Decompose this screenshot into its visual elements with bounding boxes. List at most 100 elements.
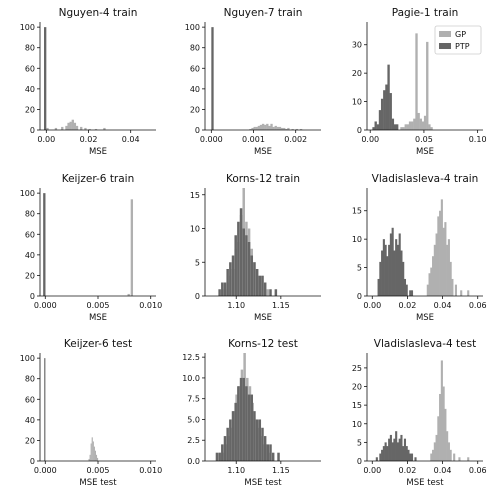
y-tick-label: 12.5 [182,353,200,362]
bar-ptp-16 [405,284,408,296]
bar-ptp-11 [396,442,399,461]
x-tick-label: 0.000 [34,301,57,310]
bar-gp-10 [421,121,425,130]
legend-swatch-gp [439,31,451,37]
bar-gp-13 [458,457,461,461]
bar-ptp-19 [410,453,414,461]
y-tick-label: 100 [20,23,35,32]
bar-gp-12 [274,125,277,130]
bar-gp-14 [467,457,470,461]
bar-gp-3 [91,437,93,461]
bar-ptp-0 [375,457,378,461]
bar-ptp-3 [382,239,385,296]
x-axis-label: MSE [416,147,434,157]
bar-ptp-17 [261,427,264,461]
x-tick-label: 0.04 [434,466,452,475]
bar-ptp-19 [274,289,278,296]
bar-gp-20 [295,128,299,130]
y-tick-label: 60 [190,64,200,73]
y-tick-label: 20 [352,69,362,78]
bar-gp-2 [61,126,64,130]
y-tick-label: 5 [195,258,200,267]
y-tick-label: 80 [25,44,35,53]
y-tick-label: 0 [357,126,362,135]
bar-gp-4 [433,244,436,296]
bar-gp-13 [428,124,431,130]
bar-ptp-4 [229,262,232,296]
bar-ptp-10 [395,431,398,461]
legend-label-ptp: PTP [455,42,470,51]
bar-ptp-3 [382,446,385,461]
bar-ptp-10 [242,377,245,461]
bar-ptp-0 [211,27,214,130]
bar-gp-9 [268,125,271,130]
bar-gp-1 [251,127,254,130]
bar-ptp-15 [258,275,262,296]
y-tick-label: 0 [30,457,35,466]
y-tick-label: 20 [352,383,362,392]
y-tick-label: 60 [25,64,35,73]
bar-ptp-10 [393,124,397,130]
y-tick-label: 80 [190,44,200,53]
bar-ptp-0 [372,127,375,130]
bar-ptp-14 [402,261,405,296]
bar-gp-0 [400,127,403,130]
bar-ptp-15 [403,438,407,461]
x-tick-label: 1.15 [272,466,290,475]
panel-3: 0 10 20 30 0.00 0.05 0.10 Pagie-1 train MSE GP PTP [352,7,487,157]
bar-gp-9 [446,431,449,461]
bar-ptp-5 [229,419,232,461]
bar-ptp-20 [269,444,272,461]
y-tick-label: 0 [30,126,35,135]
bar-gp-0 [46,127,49,130]
bar-gp-3 [65,125,68,130]
bar-ptp-6 [388,244,391,296]
bar-gp-9 [80,126,83,130]
panel-title: Keijzer-6 train [62,173,135,185]
x-tick-label: 0.05 [415,135,433,144]
bar-ptp-8 [391,227,394,296]
bar-gp-2 [404,124,407,130]
panel-title: Korns-12 test [228,338,298,350]
bar-ptp-8 [389,93,392,130]
bar-ptp-5 [231,255,235,296]
bar-ptp-2 [381,250,384,296]
x-tick-label: 0.010 [139,466,162,475]
y-tick-label: 40 [190,85,200,94]
bar-gp-3 [435,434,438,461]
x-tick-label: 0.02 [399,466,417,475]
bar-ptp-17 [407,449,410,461]
y-tick-label: 100 [185,23,200,32]
bar-ptp-5 [386,256,389,296]
bar-gp-8 [417,112,420,130]
bar-ptp-4 [380,98,384,130]
bar-ptp-21 [271,452,275,461]
bar-ptp-11 [245,386,248,461]
y-tick-label: 15 [352,401,362,410]
x-tick-label: 0.005 [87,301,110,310]
y-tick-label: 0 [195,292,200,301]
bar-gp-12 [94,128,98,130]
bar-gp-1 [402,127,405,130]
panel-5: 0 5 10 15 1.10 1.15 Korns-12 train MSE [190,173,321,323]
bar-ptp-13 [400,434,403,461]
bar-gp-8 [266,123,269,130]
y-tick-label: 60 [25,395,35,404]
bar-gp-3 [255,126,258,130]
bar-gp-1 [89,454,91,461]
bar-ptp-6 [388,438,391,461]
y-tick-label: 20 [25,271,35,280]
bar-ptp-7 [387,64,390,130]
bar-ptp-10 [395,239,398,296]
bar-ptp-12 [250,255,254,296]
y-tick-label: 100 [20,189,35,198]
y-tick-label: 0.0 [187,457,200,466]
bar-gp-8 [440,199,443,296]
bar-ptp-1 [379,453,382,461]
bar-gp-15 [280,127,284,130]
bar-ptp-14 [253,411,256,461]
bar-gp-7 [439,210,442,296]
bar-ptp-5 [386,446,389,461]
bar-ptp-8 [391,442,394,461]
x-tick-label: 0.000 [34,466,57,475]
